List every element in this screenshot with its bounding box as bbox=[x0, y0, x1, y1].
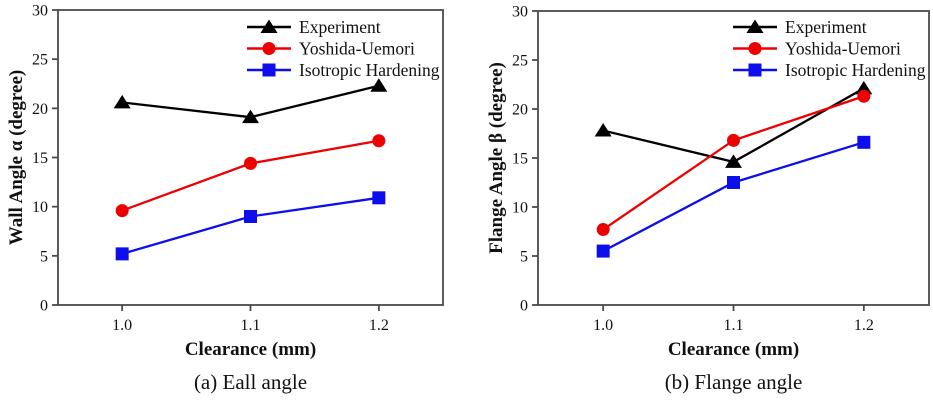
legend-marker-icon bbox=[262, 63, 276, 77]
series-isotropic-hardening bbox=[596, 135, 871, 258]
data-point-marker-icon bbox=[725, 154, 742, 168]
data-point-marker-icon bbox=[372, 191, 386, 205]
y-tick-label: 20 bbox=[32, 101, 48, 118]
data-point-marker-icon bbox=[115, 204, 129, 218]
series-yoshida-uemori bbox=[115, 134, 386, 218]
y-tick-label: 30 bbox=[512, 4, 528, 21]
data-point-marker-icon bbox=[244, 156, 257, 170]
y-tick-label: 30 bbox=[32, 3, 48, 20]
x-tick-label: 1.2 bbox=[854, 317, 874, 334]
y-tick-label: 5 bbox=[520, 249, 528, 266]
data-point-marker-icon bbox=[113, 94, 131, 109]
y-axis-title: Wall Angle α (degree) bbox=[6, 70, 27, 245]
legend-label: Isotropic Hardening bbox=[785, 60, 926, 80]
data-point-marker-icon bbox=[727, 133, 740, 147]
y-tick-label: 25 bbox=[512, 53, 528, 70]
legend-label: Yoshida-Uemori bbox=[299, 39, 415, 59]
data-point-marker-icon bbox=[242, 109, 259, 124]
y-axis-title: Flange Angle β (degree) bbox=[486, 62, 507, 254]
legend-marker-icon bbox=[748, 63, 762, 77]
data-point-marker-icon bbox=[855, 80, 873, 95]
data-point-marker-icon bbox=[857, 89, 871, 103]
legend-marker-icon bbox=[260, 19, 278, 33]
series-experiment bbox=[113, 78, 388, 124]
series-line bbox=[602, 87, 865, 164]
x-tick-label: 1.1 bbox=[241, 317, 261, 334]
data-point-marker-icon bbox=[370, 78, 388, 92]
data-point-marker-icon bbox=[727, 176, 740, 189]
series-line bbox=[121, 196, 379, 255]
y-tick-label: 10 bbox=[512, 200, 528, 217]
caption-wall-angle: (a) Eall angle bbox=[193, 370, 308, 394]
y-tick-label: 0 bbox=[520, 298, 528, 315]
x-axis-title: Clearance (mm) bbox=[668, 339, 799, 360]
legend-label: Yoshida-Uemori bbox=[785, 39, 901, 59]
x-tick-label: 1.0 bbox=[112, 317, 132, 334]
data-point-marker-icon bbox=[596, 223, 610, 237]
caption-flange-angle: (b) Flange angle bbox=[664, 370, 803, 394]
y-tick-label: 0 bbox=[40, 298, 48, 315]
y-tick-label: 15 bbox=[32, 150, 48, 167]
legend-label: Experiment bbox=[785, 17, 867, 37]
data-point-marker-icon bbox=[596, 244, 610, 258]
data-point-marker-icon bbox=[857, 135, 871, 149]
data-point-marker-icon bbox=[594, 123, 612, 137]
y-tick-label: 20 bbox=[512, 102, 528, 119]
data-point-marker-icon bbox=[115, 247, 129, 261]
wall-angle-chart: 0 5 10 15 20 25 30 1.0 1.1 1.2 Clearance (mm) Wall … bbox=[6, 3, 444, 360]
panel-flange-angle: 0 5 10 15 20 25 30 1.0 1.1 1.2 Clearance (mm) Flang… bbox=[466, 0, 933, 405]
data-point-marker-icon bbox=[244, 210, 257, 223]
y-tick-label: 10 bbox=[32, 199, 48, 216]
flange-angle-chart: 0 5 10 15 20 25 30 1.0 1.1 1.2 Clearance (mm) Flang… bbox=[486, 4, 930, 360]
x-tick-label: 1.2 bbox=[369, 317, 389, 334]
series-yoshida-uemori bbox=[596, 89, 871, 237]
panel-wall-angle: 0 5 10 15 20 25 30 1.0 1.1 1.2 Clearance (mm) Wall … bbox=[0, 0, 466, 405]
y-tick-label: 5 bbox=[40, 248, 48, 265]
data-point-marker-icon bbox=[372, 134, 386, 148]
legend-marker-icon bbox=[262, 42, 276, 55]
legend-label: Experiment bbox=[299, 17, 381, 37]
legend-label: Isotropic Hardening bbox=[299, 60, 440, 80]
legend-marker-icon bbox=[746, 19, 764, 33]
x-axis-title: Clearance (mm) bbox=[185, 339, 316, 360]
series-line bbox=[121, 139, 380, 212]
legend-marker-icon bbox=[748, 42, 762, 55]
x-tick-label: 1.0 bbox=[593, 317, 613, 334]
y-tick-label: 15 bbox=[512, 151, 528, 168]
series-isotropic-hardening bbox=[115, 191, 386, 261]
x-tick-label: 1.1 bbox=[724, 317, 744, 334]
y-tick-label: 25 bbox=[32, 52, 48, 69]
series-experiment bbox=[594, 80, 873, 168]
